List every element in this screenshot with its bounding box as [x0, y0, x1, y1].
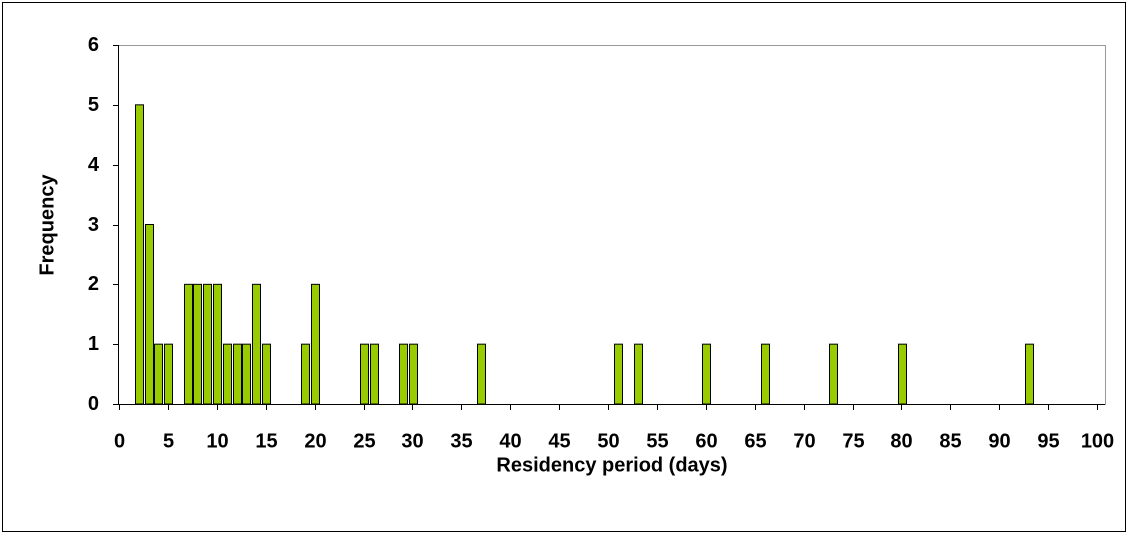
y-tick-label: 6 [88, 34, 99, 56]
y-tick-label: 2 [88, 273, 99, 295]
x-tick-label: 70 [793, 430, 815, 452]
bar [702, 343, 711, 405]
x-tick-label: 65 [744, 430, 766, 452]
bar [634, 343, 643, 405]
bar [399, 343, 408, 405]
bar [614, 343, 623, 405]
bar [829, 343, 838, 405]
x-tick-label: 45 [548, 430, 570, 452]
bar [203, 283, 212, 405]
x-tick-label: 75 [842, 430, 864, 452]
x-tick-label: 100 [1081, 430, 1114, 452]
x-tick-label: 90 [988, 430, 1010, 452]
bar [370, 343, 379, 405]
bar [145, 224, 154, 405]
bar [184, 283, 193, 405]
x-axis-title: Residency period (days) [496, 454, 727, 476]
y-tick-label: 5 [88, 94, 99, 116]
x-tick-label: 20 [304, 430, 326, 452]
y-tick-label: 0 [88, 393, 99, 415]
bar [135, 104, 144, 405]
x-tick-label: 40 [499, 430, 521, 452]
x-tick-label: 95 [1037, 430, 1059, 452]
bar [164, 343, 173, 405]
bar [193, 283, 202, 405]
y-tick-label: 4 [88, 154, 100, 176]
bar [223, 343, 232, 405]
x-tick-label: 10 [206, 430, 228, 452]
x-tick-label: 50 [597, 430, 619, 452]
bar [761, 343, 770, 405]
x-tick-label: 60 [695, 430, 717, 452]
x-tick-label: 85 [939, 430, 961, 452]
bar [301, 343, 310, 405]
bar [262, 343, 271, 405]
x-tick-label: 5 [163, 430, 174, 452]
y-axis-title: Frequency [36, 174, 58, 276]
bar [154, 343, 163, 405]
bar [1025, 343, 1034, 405]
x-tick-label: 80 [890, 430, 912, 452]
bar [252, 283, 261, 405]
bar [242, 343, 251, 405]
bar [898, 343, 907, 405]
bar [213, 283, 222, 405]
bar [409, 343, 418, 405]
y-tick-label: 3 [88, 214, 99, 236]
x-tick-label: 35 [450, 430, 472, 452]
bar [233, 343, 242, 405]
x-tick-label: 0 [114, 430, 125, 452]
x-tick-label: 55 [646, 430, 668, 452]
x-tick-label: 25 [353, 430, 375, 452]
x-tick-label: 30 [401, 430, 423, 452]
bar [360, 343, 369, 405]
y-tick-label: 1 [88, 333, 99, 355]
x-tick-label: 15 [255, 430, 277, 452]
bar [477, 343, 486, 405]
bar [311, 283, 320, 405]
